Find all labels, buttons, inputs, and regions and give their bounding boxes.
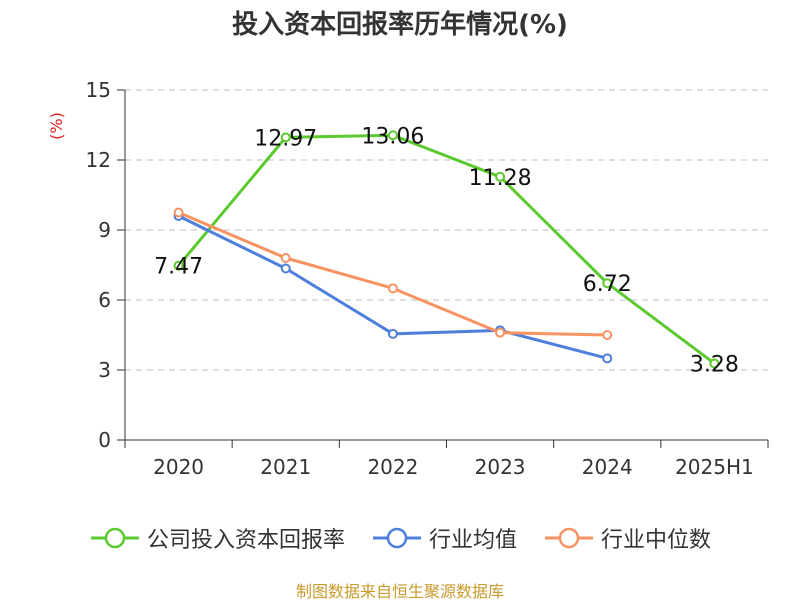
data-point: [602, 278, 613, 289]
legend-label: 行业均值: [428, 528, 517, 553]
data-point: [387, 130, 398, 141]
data-point: [387, 283, 398, 294]
y-tick-label: 0: [98, 428, 111, 452]
y-tick-label: 3: [98, 358, 111, 382]
legend: 公司投入资本回报率 行业均值 行业中位数: [0, 518, 800, 558]
data-point: [387, 328, 398, 339]
x-tick-label: 2025H1: [675, 455, 754, 479]
data-point: [602, 353, 613, 364]
grid-lines: [125, 89, 768, 371]
legend-line-icon: [545, 527, 593, 549]
data-point: [280, 132, 291, 143]
series-line-2: [177, 211, 608, 337]
legend-marker: [386, 527, 408, 549]
legend-label: 公司投入资本回报率: [146, 528, 345, 553]
data-labels: 7.47 12.97 13.06 11.28 6.72 3.28: [154, 124, 739, 377]
data-label: 6.72: [583, 272, 632, 297]
legend-item[interactable]: 行业均值: [371, 522, 517, 554]
legend-item[interactable]: 公司投入资本回报率: [89, 522, 345, 554]
legend-marker: [558, 527, 580, 549]
y-tick-label: 12: [86, 148, 111, 172]
y-tick-label: 15: [86, 78, 111, 102]
data-point: [495, 327, 506, 338]
data-point: [280, 253, 291, 263]
y-tick-label: 9: [98, 218, 111, 242]
legend-line-icon: [90, 527, 139, 549]
data-label: 12.97: [254, 126, 317, 151]
y-axis-label: (%): [47, 112, 66, 140]
x-tick-label: 2021: [260, 455, 311, 479]
legend-label: 行业中位数: [601, 528, 712, 553]
legend-marker: [104, 527, 126, 549]
data-point: [173, 207, 184, 218]
x-tick-label: 2022: [367, 455, 418, 479]
series: [173, 130, 720, 369]
data-label: 13.06: [361, 124, 424, 149]
data-point: [709, 358, 720, 369]
x-tick-label: 2020: [153, 455, 204, 479]
x-tick-label: 2023: [475, 455, 526, 479]
chart-title: 投入资本回报率历年情况(%): [232, 10, 568, 40]
legend-item[interactable]: 行业中位数: [543, 522, 711, 554]
data-point: [173, 260, 184, 271]
data-point: [602, 330, 613, 340]
y-tick-label: 6: [98, 288, 111, 312]
data-point: [280, 263, 291, 274]
axes: 0 3 6 9 12 15 2020 2021 2022 2023 2024 2025H1: [86, 78, 769, 479]
series-line-0: [177, 133, 716, 365]
legend-line-icon: [372, 527, 421, 549]
data-label: 3.28: [690, 352, 739, 377]
data-label: 7.47: [154, 255, 203, 280]
source-note: 制图数据来自恒生聚源数据库: [295, 582, 504, 601]
data-label: 11.28: [469, 166, 532, 191]
x-tick-label: 2024: [582, 455, 633, 479]
data-point: [495, 171, 506, 182]
